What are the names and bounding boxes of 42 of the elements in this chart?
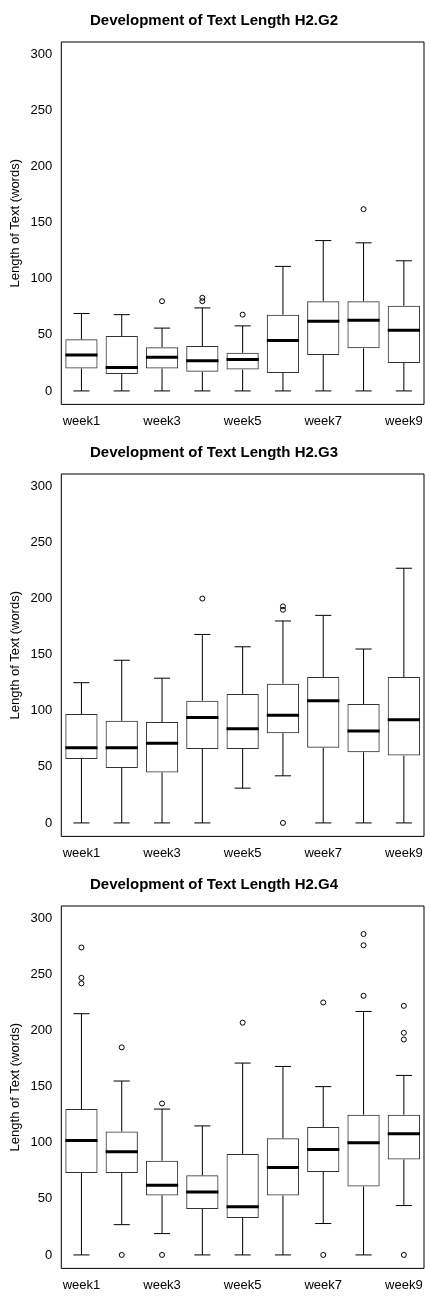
x-tick-label: week9 xyxy=(384,1276,423,1292)
y-tick-label: 100 xyxy=(30,702,53,718)
y-tick-label: 250 xyxy=(30,966,53,982)
chart-title: Development of Text Length H2.G2 xyxy=(89,11,339,29)
chart-title: Development of Text Length H2.G3 xyxy=(89,443,339,461)
y-axis-title: Length of Text (words) xyxy=(7,591,23,720)
y-tick-label: 100 xyxy=(30,1134,53,1150)
x-tick-label: week7 xyxy=(303,412,343,428)
x-tick-label: week7 xyxy=(303,1276,343,1292)
y-axis-title: Length of Text (words) xyxy=(7,1023,23,1152)
y-axis-title: Length of Text (words) xyxy=(7,159,23,288)
y-tick-label: 150 xyxy=(30,1078,53,1094)
x-tick-label: week3 xyxy=(142,1276,181,1292)
y-tick-label: 50 xyxy=(37,326,53,342)
x-tick-label: week7 xyxy=(303,844,343,860)
y-tick-label: 0 xyxy=(45,382,53,398)
x-tick-label: week9 xyxy=(384,412,423,428)
x-tick-label: week3 xyxy=(142,844,181,860)
y-tick-label: 200 xyxy=(30,1022,53,1038)
chart-title: Development of Text Length H2.G4 xyxy=(89,875,339,893)
y-tick-label: 50 xyxy=(37,758,53,774)
x-tick-label: week1 xyxy=(61,844,101,860)
y-tick-label: 0 xyxy=(45,1246,53,1262)
y-tick-label: 250 xyxy=(30,534,53,550)
x-tick-label: week1 xyxy=(61,1276,101,1292)
y-tick-label: 300 xyxy=(30,45,53,61)
y-tick-label: 250 xyxy=(30,102,53,118)
y-tick-label: 100 xyxy=(30,270,53,286)
y-tick-label: 300 xyxy=(30,909,53,925)
x-tick-label: week5 xyxy=(222,1276,262,1292)
x-tick-label: week3 xyxy=(142,412,181,428)
y-tick-label: 150 xyxy=(30,214,53,230)
y-tick-label: 200 xyxy=(30,158,53,174)
y-tick-label: 0 xyxy=(45,814,53,830)
y-tick-label: 50 xyxy=(37,1190,53,1206)
y-tick-label: 200 xyxy=(30,590,53,606)
x-tick-label: week5 xyxy=(222,412,262,428)
y-tick-label: 150 xyxy=(30,646,53,662)
y-tick-label: 300 xyxy=(30,477,53,493)
x-tick-label: week5 xyxy=(222,844,262,860)
x-tick-label: week1 xyxy=(61,412,101,428)
x-tick-label: week9 xyxy=(384,844,423,860)
